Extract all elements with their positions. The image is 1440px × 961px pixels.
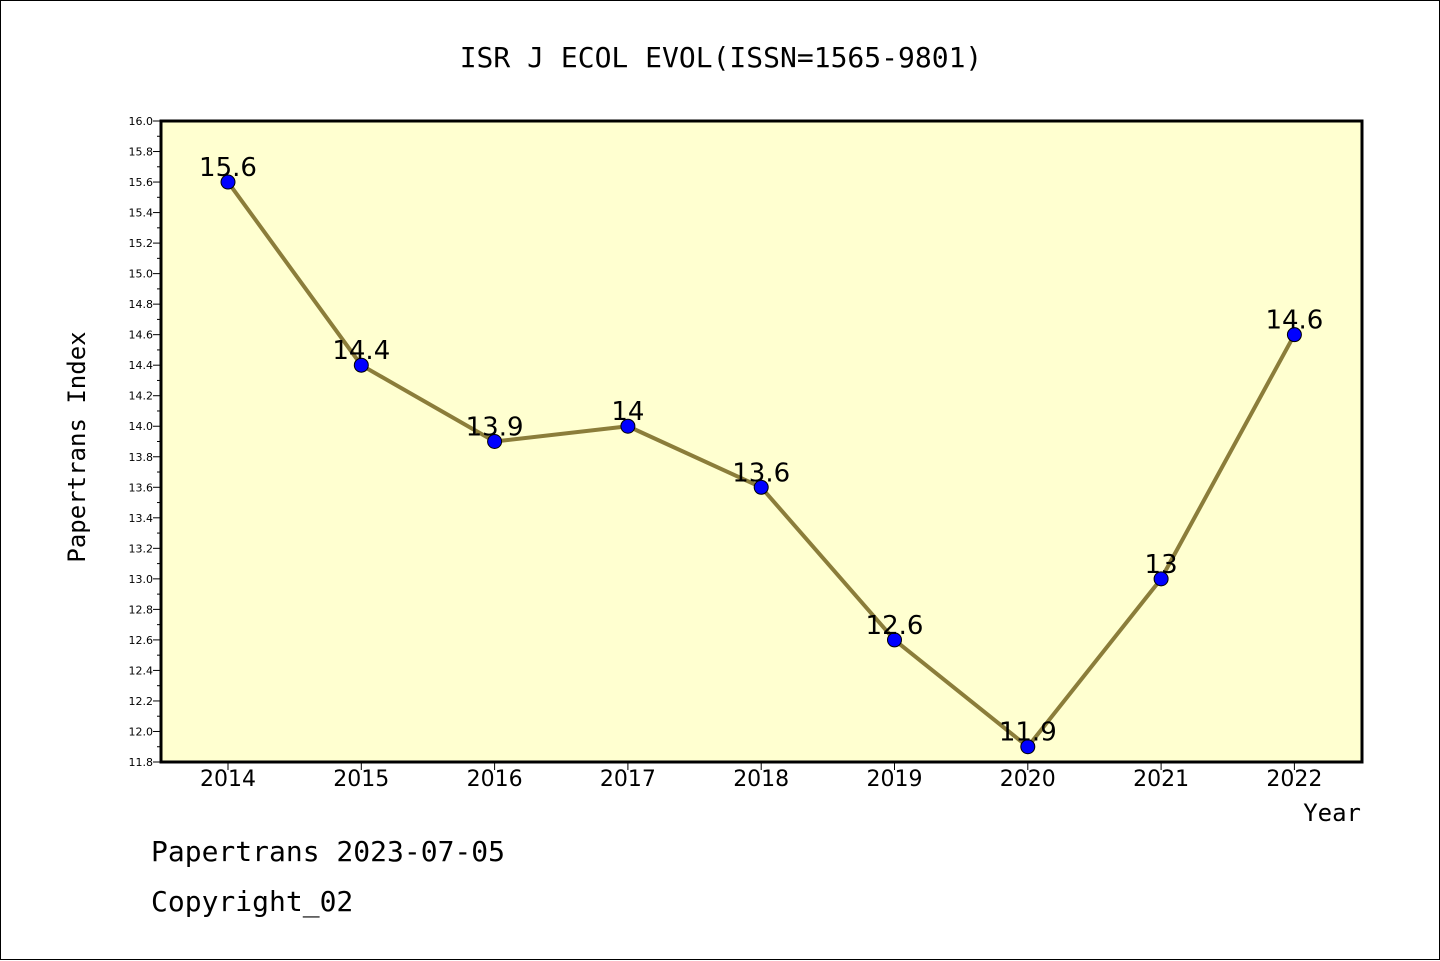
footer-date: Papertrans 2023-07-05: [151, 835, 506, 868]
data-point: [220, 174, 236, 190]
x-tick-label: 2016: [467, 767, 523, 792]
x-axis-label: Year: [1303, 799, 1361, 827]
y-tick-label: 12.6: [129, 634, 154, 647]
y-tick-label: 15.6: [129, 176, 154, 189]
y-tick-label: 12.8: [129, 603, 154, 616]
data-label: 14.6: [1265, 306, 1323, 336]
y-tick-label: 13.4: [129, 512, 154, 525]
y-tick-label: 14.8: [129, 298, 154, 311]
y-tick-label: 13.8: [129, 451, 154, 464]
y-tick-label: 14.4: [129, 359, 154, 372]
y-tick-label: 15.0: [129, 268, 154, 281]
footer-copyright: Copyright_02: [151, 885, 354, 918]
data-label: 15.6: [199, 153, 257, 183]
x-tick-label: 2022: [1266, 767, 1322, 792]
data-point: [887, 632, 902, 648]
y-tick-label: 13.0: [129, 573, 154, 586]
y-tick-label: 14.0: [129, 420, 154, 433]
y-tick-label: 15.2: [129, 237, 154, 250]
y-tick-label: 16.0: [129, 115, 154, 128]
y-tick-label: 12.4: [129, 664, 154, 677]
x-tick-label: 2015: [333, 767, 389, 792]
y-tick-label: 11.8: [129, 756, 154, 769]
data-point: [1020, 739, 1036, 755]
data-point: [487, 434, 503, 449]
data-label: 13.9: [466, 413, 524, 443]
y-tick-label: 12.0: [129, 725, 154, 738]
y-tick-label: 13.6: [129, 481, 154, 494]
data-label: 13: [1145, 550, 1178, 580]
data-point: [620, 418, 636, 434]
chart-title: ISR J ECOL EVOL(ISSN=1565-9801): [460, 41, 983, 74]
data-point: [1153, 571, 1169, 587]
data-point: [1286, 327, 1302, 343]
data-point: [753, 479, 769, 495]
x-tick-label: 2017: [600, 767, 656, 792]
y-axis-label: Papertrans Index: [63, 331, 91, 562]
plot-area: [159, 119, 1364, 764]
data-label: 12.6: [866, 611, 924, 641]
data-label: 14.4: [332, 336, 390, 366]
data-label: 11.9: [999, 718, 1057, 748]
y-tick-label: 12.2: [129, 695, 154, 708]
data-label: 13.6: [732, 458, 790, 488]
x-axis: 2014 2015 2016 2017 2018 2019 2020 2021 2022: [200, 762, 1322, 792]
x-tick-label: 2019: [867, 767, 923, 792]
y-tick-label: 14.6: [129, 329, 154, 342]
y-tick-label: 14.2: [129, 390, 154, 403]
y-tick-label: 15.8: [129, 146, 154, 159]
data-markers: [220, 174, 1302, 755]
data-point: [353, 357, 369, 373]
data-labels: 15.6 14.4 13.9 14 13.6 12.6 11.9 13 14.6: [199, 153, 1323, 748]
data-label: 14: [611, 397, 644, 427]
y-tick-label: 13.2: [129, 542, 154, 555]
x-tick-label: 2018: [733, 767, 789, 792]
x-tick-label: 2014: [200, 767, 256, 792]
x-tick-label: 2020: [1000, 767, 1056, 792]
y-axis: 11.8 12.0 12.2 12.4 12.6 12.8 13.0 13.2 13.4 13.6…: [129, 115, 161, 769]
y-tick-label: 15.4: [129, 207, 154, 220]
x-tick-label: 2021: [1133, 767, 1189, 792]
